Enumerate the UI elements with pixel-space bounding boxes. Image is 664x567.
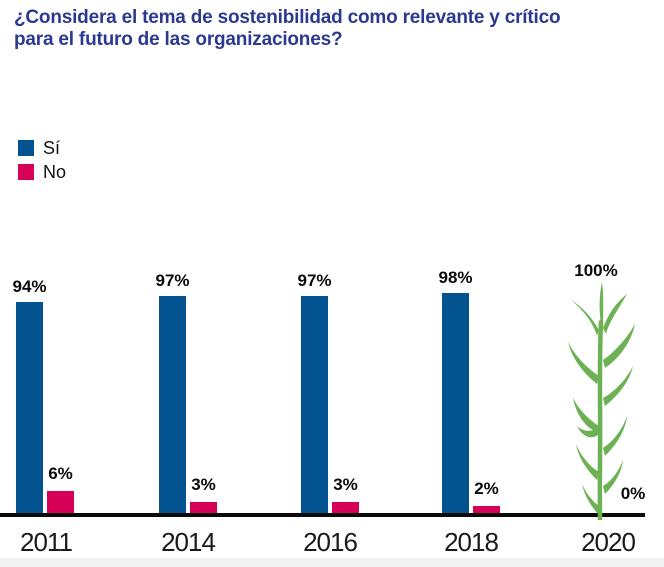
- x-tick-2014: 2014: [161, 527, 216, 557]
- bar-no-2018: [473, 506, 500, 513]
- legend-label-si: Sí: [43, 137, 61, 158]
- bar-label-si-2014: 97%: [155, 271, 190, 290]
- bar-label-no-2011: 6%: [48, 464, 73, 483]
- bar-si-2016: [301, 296, 328, 513]
- legend: Sí No: [18, 136, 66, 184]
- bar-no-2014: [190, 502, 217, 513]
- chart-title-line-1: ¿Considera el tema de sostenibilidad com…: [14, 7, 561, 28]
- bar-no-2016: [332, 502, 359, 513]
- bar-si-2014: [159, 296, 186, 513]
- bottom-strip: [0, 558, 664, 567]
- bar-label-no-2016: 3%: [333, 475, 358, 494]
- x-tick-2016: 2016: [303, 527, 358, 557]
- bar-label-si-2011: 94%: [12, 277, 47, 296]
- x-tick-2018: 2018: [444, 527, 499, 557]
- legend-item-si: Sí: [18, 136, 66, 160]
- bar-no-2011: [47, 491, 74, 513]
- legend-label-no: No: [43, 161, 67, 182]
- growing-plant-icon: [568, 282, 635, 520]
- bar-label-no-2014: 3%: [191, 475, 216, 494]
- plant-label-si-2020: 100%: [574, 261, 618, 280]
- bar-label-si-2016: 97%: [297, 271, 332, 290]
- bar-si-2018: [442, 293, 469, 513]
- bar-label-no-2018: 2%: [474, 479, 499, 498]
- x-axis-line: [0, 513, 645, 517]
- legend-item-no: No: [18, 160, 66, 184]
- plant-label-no-2020: 0%: [620, 484, 646, 503]
- si-color-swatch-icon: [18, 140, 34, 156]
- no-color-swatch-icon: [18, 164, 34, 180]
- chart-title: ¿Considera el tema de sostenibilidad com…: [14, 7, 659, 51]
- bar-si-2011: [16, 302, 43, 513]
- chart-title-line-2: para el futuro de las organizaciones?: [14, 29, 343, 50]
- bar-label-si-2018: 98%: [438, 268, 473, 287]
- x-tick-2020: 2020: [581, 527, 636, 557]
- x-tick-2011: 2011: [20, 527, 73, 557]
